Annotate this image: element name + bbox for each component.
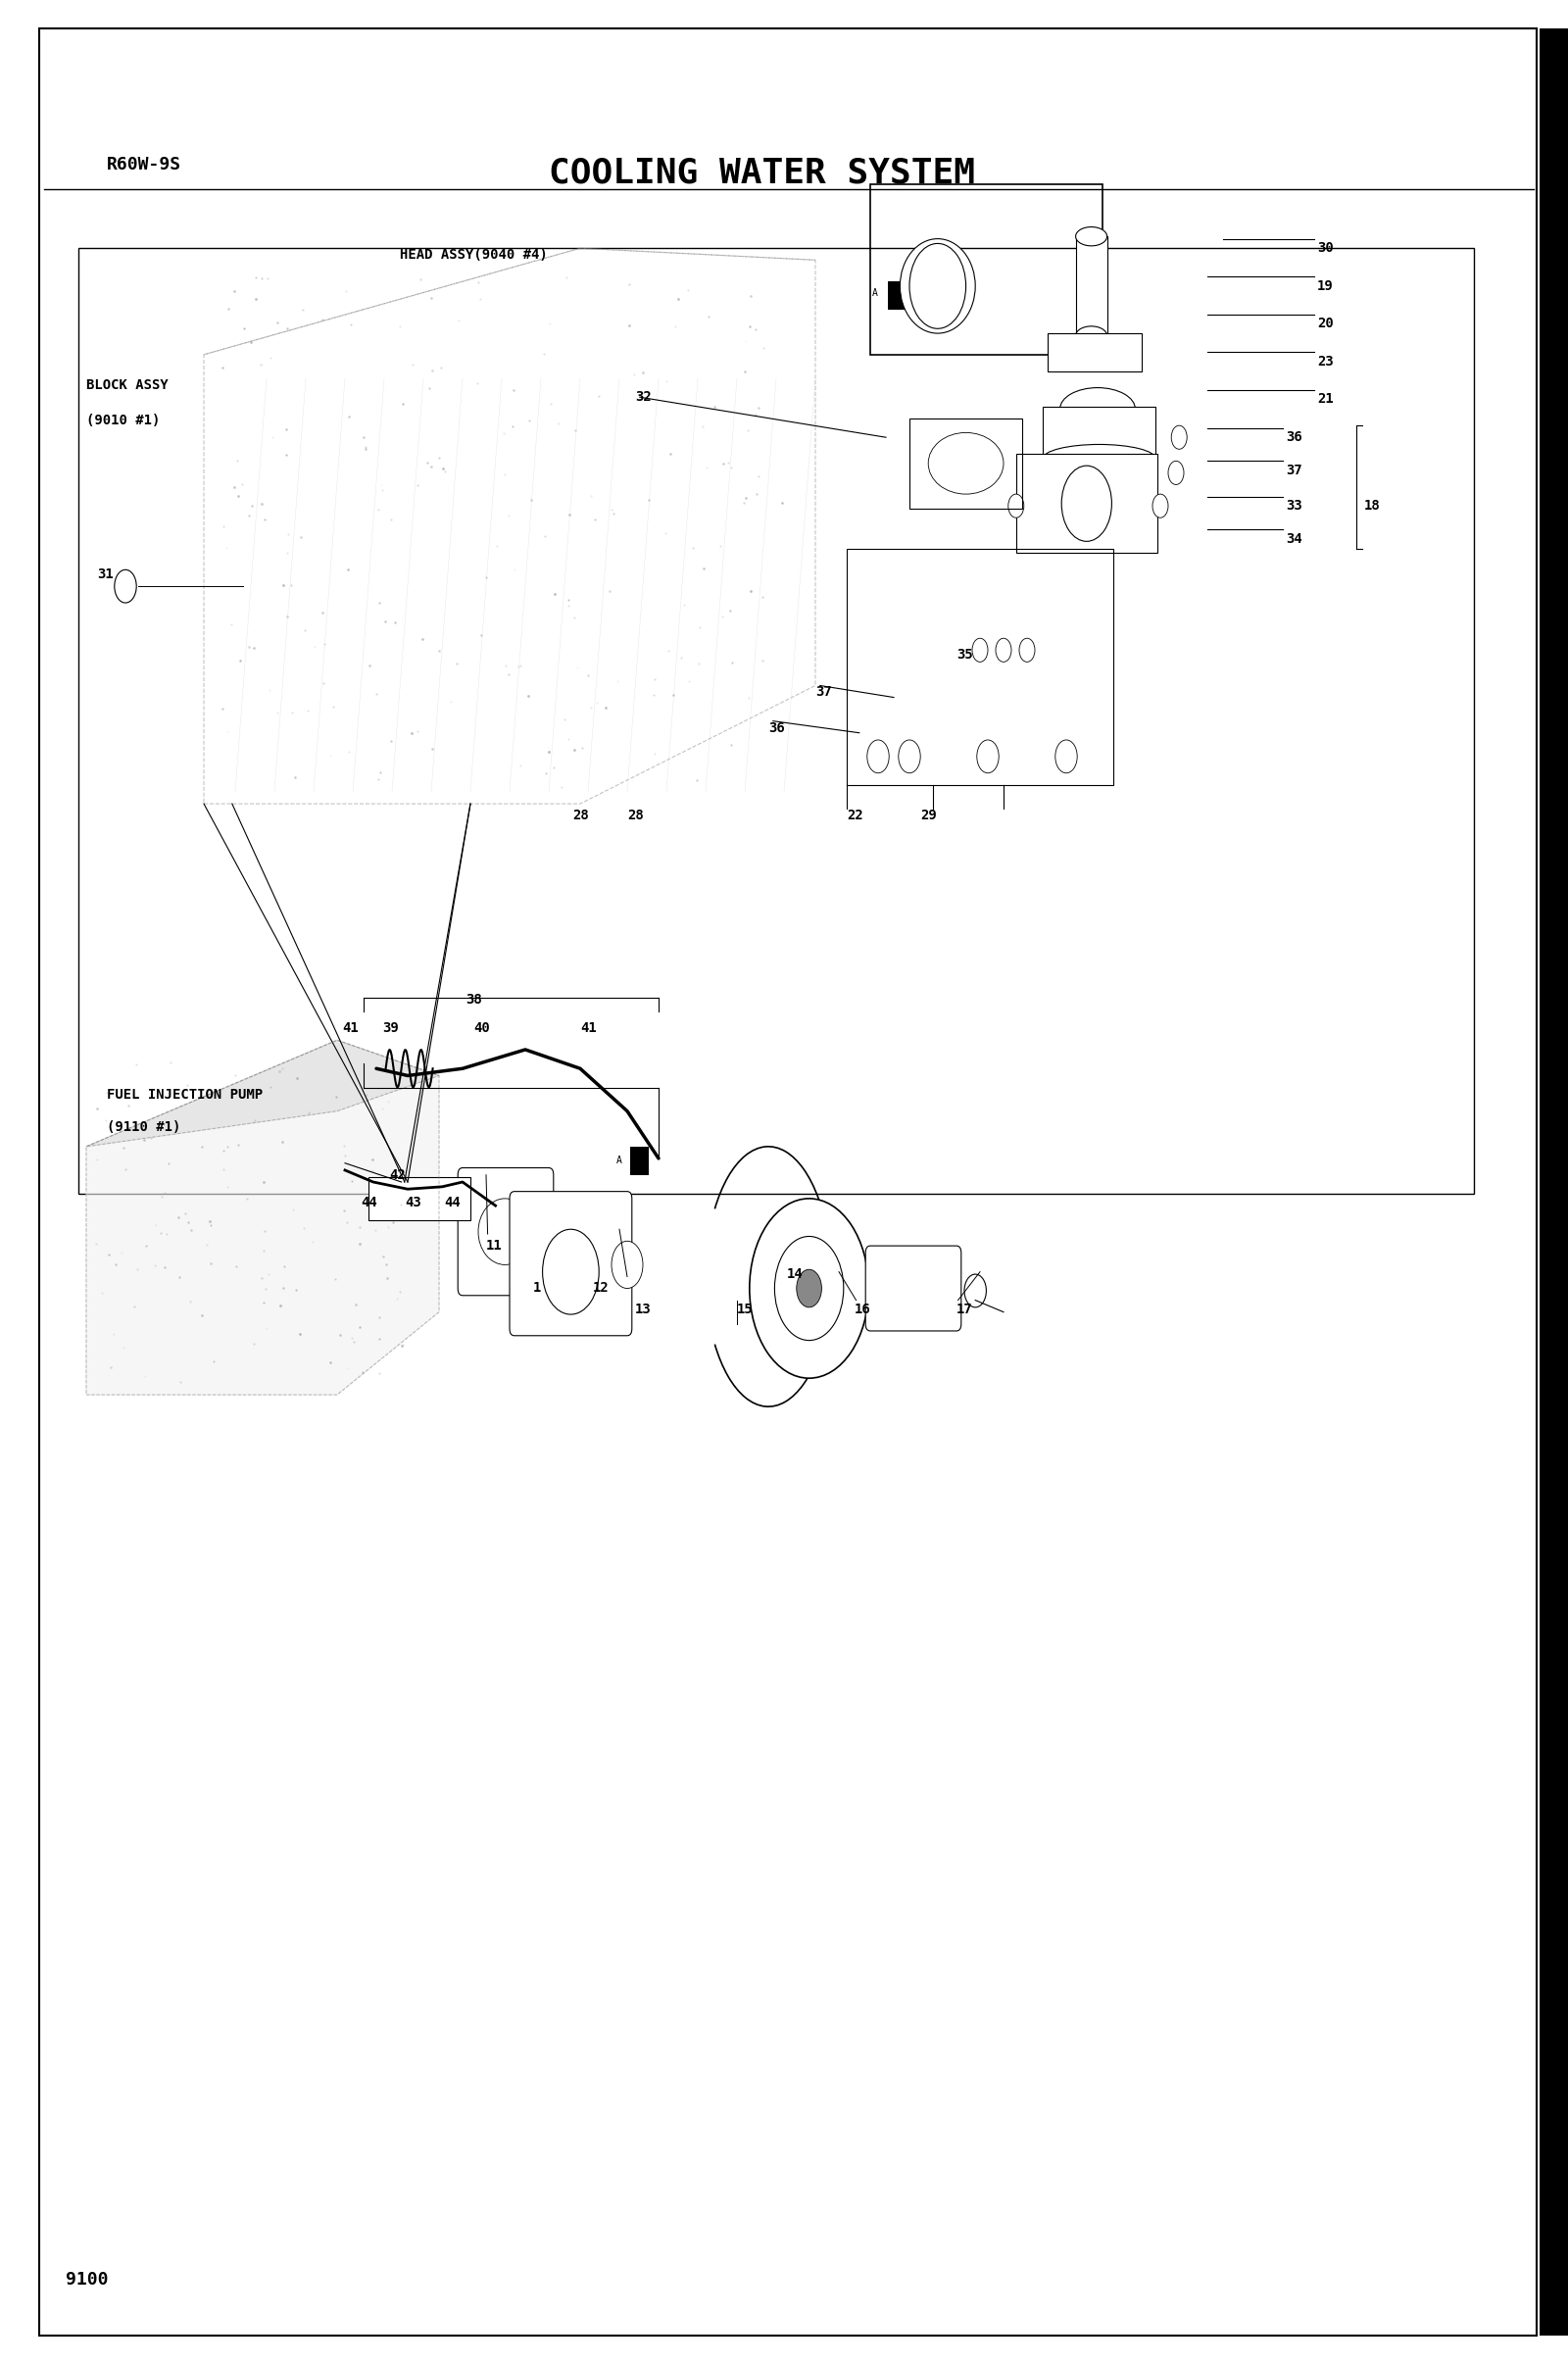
Text: 37: 37 xyxy=(815,686,831,700)
FancyBboxPatch shape xyxy=(1047,333,1142,371)
Text: 21: 21 xyxy=(1317,392,1333,407)
Ellipse shape xyxy=(1076,227,1107,246)
Text: 14: 14 xyxy=(787,1267,803,1281)
Circle shape xyxy=(898,740,920,773)
Text: 11: 11 xyxy=(486,1239,502,1253)
Text: 32: 32 xyxy=(635,390,651,404)
Circle shape xyxy=(977,740,999,773)
FancyBboxPatch shape xyxy=(510,1191,632,1336)
Circle shape xyxy=(1171,426,1187,449)
Text: COOLING WATER SYSTEM: COOLING WATER SYSTEM xyxy=(549,156,975,189)
Polygon shape xyxy=(86,1040,439,1147)
Text: 31: 31 xyxy=(97,567,113,582)
Text: A: A xyxy=(616,1156,622,1165)
Text: 39: 39 xyxy=(383,1021,398,1035)
Bar xyxy=(847,548,1113,785)
Circle shape xyxy=(1152,494,1168,518)
Bar xyxy=(887,281,906,310)
Circle shape xyxy=(775,1236,844,1340)
Text: BLOCK ASSY: BLOCK ASSY xyxy=(86,378,168,392)
FancyBboxPatch shape xyxy=(458,1168,554,1295)
Text: 44: 44 xyxy=(444,1196,459,1210)
Text: 36: 36 xyxy=(768,721,784,735)
Text: 16: 16 xyxy=(855,1303,870,1317)
Text: (9110 #1): (9110 #1) xyxy=(107,1121,180,1135)
Text: FUEL INJECTION PUMP: FUEL INJECTION PUMP xyxy=(107,1087,262,1102)
Text: 28: 28 xyxy=(572,808,588,823)
Text: 30: 30 xyxy=(1317,241,1333,255)
Text: 18: 18 xyxy=(1364,499,1380,513)
Text: 37: 37 xyxy=(1286,463,1301,478)
Text: 35: 35 xyxy=(956,648,972,662)
Text: 15: 15 xyxy=(737,1303,753,1317)
Text: 29: 29 xyxy=(920,808,936,823)
Bar xyxy=(368,1177,470,1220)
Text: 38: 38 xyxy=(466,993,481,1007)
Circle shape xyxy=(750,1199,869,1378)
Bar xyxy=(78,248,1474,1194)
Circle shape xyxy=(114,570,136,603)
Circle shape xyxy=(964,1274,986,1307)
Ellipse shape xyxy=(900,239,975,333)
Polygon shape xyxy=(86,1040,439,1395)
Text: 19: 19 xyxy=(1317,279,1333,293)
Circle shape xyxy=(972,638,988,662)
Circle shape xyxy=(797,1269,822,1307)
Bar xyxy=(1016,454,1157,553)
Circle shape xyxy=(1062,466,1112,541)
Circle shape xyxy=(1168,461,1184,485)
Text: 44: 44 xyxy=(361,1196,376,1210)
Ellipse shape xyxy=(1060,388,1135,430)
Circle shape xyxy=(909,243,966,329)
Text: HEAD ASSY(9040 #4): HEAD ASSY(9040 #4) xyxy=(400,248,547,262)
Text: 1: 1 xyxy=(533,1281,541,1295)
Circle shape xyxy=(1019,638,1035,662)
Text: 43: 43 xyxy=(405,1196,420,1210)
Text: 20: 20 xyxy=(1317,317,1333,331)
Text: 9100: 9100 xyxy=(66,2272,108,2288)
FancyBboxPatch shape xyxy=(866,1246,961,1331)
Text: 17: 17 xyxy=(956,1303,972,1317)
Text: 28: 28 xyxy=(627,808,643,823)
Circle shape xyxy=(543,1229,599,1314)
Circle shape xyxy=(867,740,889,773)
Ellipse shape xyxy=(1043,444,1156,473)
Bar xyxy=(1043,407,1156,459)
Text: 42: 42 xyxy=(389,1168,405,1182)
Text: 41: 41 xyxy=(342,1021,358,1035)
Text: 36: 36 xyxy=(1286,430,1301,444)
Text: 34: 34 xyxy=(1286,532,1301,546)
Circle shape xyxy=(612,1241,643,1288)
Text: 33: 33 xyxy=(1286,499,1301,513)
Text: 40: 40 xyxy=(474,1021,489,1035)
Circle shape xyxy=(1055,740,1077,773)
Bar xyxy=(1076,236,1107,336)
Text: 22: 22 xyxy=(847,808,862,823)
Text: 23: 23 xyxy=(1317,355,1333,369)
Circle shape xyxy=(1008,494,1024,518)
Text: A: A xyxy=(872,288,878,298)
Circle shape xyxy=(996,638,1011,662)
Text: 12: 12 xyxy=(593,1281,608,1295)
Bar xyxy=(630,1147,649,1175)
Bar xyxy=(870,184,1102,355)
Text: (9010 #1): (9010 #1) xyxy=(86,414,160,428)
Bar xyxy=(1540,28,1568,2336)
Ellipse shape xyxy=(1076,326,1107,345)
Text: 41: 41 xyxy=(580,1021,596,1035)
Text: 13: 13 xyxy=(635,1303,651,1317)
Text: R60W-9S: R60W-9S xyxy=(107,156,182,173)
